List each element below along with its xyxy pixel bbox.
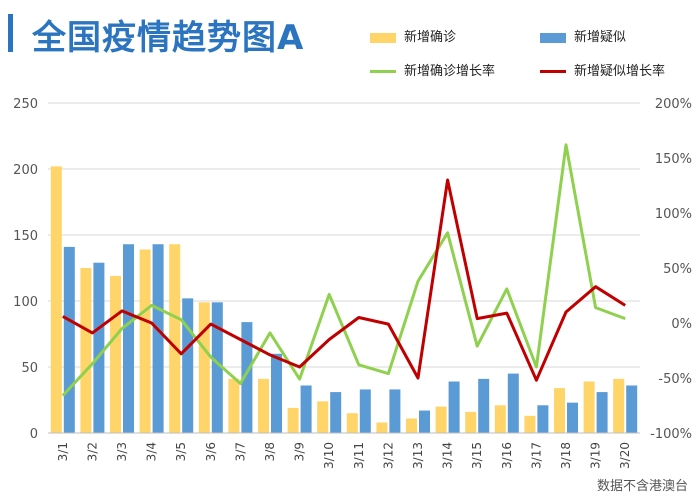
x-axis-tick: 3/17 <box>529 442 543 469</box>
x-axis-tick: 3/11 <box>352 442 366 469</box>
bar-suspected <box>330 392 342 433</box>
bar-suspected <box>271 353 282 433</box>
bar-confirmed <box>406 418 417 433</box>
bar-suspected <box>123 244 134 433</box>
bar-confirmed <box>110 275 121 433</box>
bar-confirmed <box>376 422 388 433</box>
legend-swatch-suspected <box>540 32 566 43</box>
bar-suspected <box>211 302 223 433</box>
x-axis-tick: 3/13 <box>411 442 425 469</box>
legend-label-suspected: 新增疑似 <box>574 30 627 45</box>
bar-suspected <box>241 322 253 433</box>
bar-confirmed <box>465 411 477 433</box>
x-axis-tick: 3/1 <box>56 442 70 461</box>
right-axis-tick: 200% <box>655 97 692 112</box>
left-axis-tick: 100 <box>13 295 38 310</box>
bar-confirmed <box>435 406 447 433</box>
bar-confirmed <box>346 413 358 433</box>
bar-suspected <box>537 405 549 433</box>
bar-confirmed <box>287 407 299 433</box>
legend-item-confirmed-growth: 新增确诊增长率 <box>370 60 495 79</box>
right-axis-tick: 150% <box>655 152 692 167</box>
legend-item-confirmed: 新增确诊 <box>370 26 456 45</box>
x-axis-tick: 3/20 <box>618 442 632 469</box>
bar-suspected <box>626 385 638 433</box>
legend-item-suspected-growth: 新增疑似增长率 <box>540 60 665 79</box>
x-axis-tick: 3/16 <box>500 442 514 469</box>
right-axis-tick: -50% <box>658 372 692 387</box>
right-axis-tick: 0% <box>671 317 692 332</box>
chart-title: 全国疫情趋势图A <box>32 18 305 58</box>
legend-label-confirmed-growth: 新增确诊增长率 <box>404 64 496 79</box>
bar-confirmed <box>169 244 181 433</box>
bar-confirmed <box>258 378 269 433</box>
left-axis-tick: 0 <box>30 427 38 442</box>
right-axis-tick: 50% <box>663 262 692 277</box>
bar-confirmed <box>613 378 625 433</box>
x-axis-tick: 3/10 <box>322 442 336 469</box>
bar-suspected <box>478 378 490 433</box>
bar-confirmed <box>139 249 151 433</box>
bar-suspected <box>507 373 519 433</box>
legend-label-suspected-growth: 新增疑似增长率 <box>574 64 666 79</box>
bar-confirmed <box>228 378 240 433</box>
bar-suspected <box>389 389 401 433</box>
left-axis-tick: 50 <box>21 361 38 376</box>
bar-suspected <box>596 392 608 433</box>
bar-confirmed <box>554 388 565 433</box>
x-axis-tick: 3/6 <box>204 442 218 461</box>
x-axis-tick: 3/12 <box>381 442 395 469</box>
legend-swatch-suspected-growth <box>540 70 566 73</box>
bar-confirmed <box>198 302 210 433</box>
bar-suspected <box>93 262 105 433</box>
bar-suspected <box>182 298 194 433</box>
x-axis-tick: 3/2 <box>85 442 99 461</box>
bar-confirmed <box>524 415 536 433</box>
bar-confirmed <box>317 401 329 433</box>
x-axis-tick: 3/15 <box>470 442 484 469</box>
x-axis-tick: 3/3 <box>115 442 129 461</box>
right-axis-tick: 100% <box>655 207 692 222</box>
bar-confirmed <box>583 381 595 433</box>
legend-item-suspected: 新增疑似 <box>540 26 626 45</box>
footnote: 数据不含港澳台 <box>596 479 688 494</box>
bar-confirmed <box>50 166 62 434</box>
bar-suspected <box>448 381 460 433</box>
bar-confirmed <box>80 268 92 433</box>
bar-suspected <box>63 246 75 433</box>
x-axis-tick: 3/19 <box>589 442 603 469</box>
bar-suspected <box>567 402 578 433</box>
left-axis-tick: 250 <box>13 97 38 112</box>
x-axis-tick: 3/5 <box>174 442 188 461</box>
bar-confirmed <box>494 405 506 433</box>
x-axis-tick: 3/4 <box>145 442 159 461</box>
x-axis-tick: 3/9 <box>293 442 307 461</box>
legend-swatch-confirmed <box>370 32 396 43</box>
title-accent-bar <box>8 14 13 52</box>
bar-suspected <box>300 385 312 433</box>
x-axis-tick: 3/14 <box>441 442 455 469</box>
left-axis-tick: 200 <box>13 163 38 178</box>
x-axis-tick: 3/8 <box>263 442 277 461</box>
x-axis-tick: 3/18 <box>559 442 573 469</box>
line-suspected-growth <box>62 178 627 382</box>
bar-suspected <box>359 389 371 433</box>
x-axis-tick: 3/7 <box>233 442 247 461</box>
bar-suspected <box>419 410 430 433</box>
bar-suspected <box>152 244 164 433</box>
left-axis-tick: 150 <box>13 229 38 244</box>
right-axis-tick: -100% <box>650 427 692 442</box>
legend-swatch-confirmed-growth <box>370 70 396 73</box>
legend-label-confirmed: 新增确诊 <box>404 30 457 45</box>
